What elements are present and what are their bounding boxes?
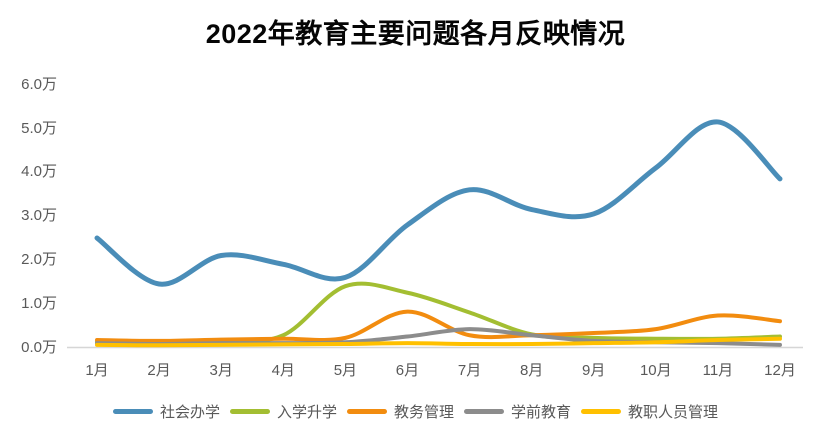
x-axis-tick-label: 3月 [209, 362, 233, 379]
x-axis-tick-label: 6月 [395, 362, 420, 379]
legend-label: 社会办学 [159, 404, 220, 421]
legend-swatch-icon [112, 409, 153, 414]
legend-item-3: 学前教育 [464, 401, 571, 422]
legend-item-2: 教务管理 [346, 401, 454, 422]
y-axis-tick-label: 6.0万 [21, 75, 57, 93]
y-axis-tick-label: 1.0万 [21, 294, 57, 312]
legend: 社会办学 入学升学 教务管理 学前教育 教职人员管理 [0, 401, 831, 422]
x-axis-tick-label: 8月 [519, 362, 544, 379]
x-axis-tick-label: 9月 [582, 362, 606, 379]
x-axis-tick-label: 10月 [639, 362, 672, 379]
legend-swatch-icon [346, 409, 387, 414]
legend-label: 教职人员管理 [628, 404, 719, 421]
y-axis-tick-label: 0.0万 [21, 338, 57, 356]
y-axis-tick-label: 4.0万 [21, 163, 57, 181]
x-axis-tick-label: 11月 [702, 362, 734, 379]
legend-swatch-icon [581, 409, 622, 414]
x-axis-tick-label: 2月 [147, 362, 171, 379]
legend-label: 学前教育 [511, 404, 572, 421]
series-line-2 [95, 309, 782, 343]
legend-item-0: 社会办学 [112, 401, 220, 422]
series-line-4 [95, 336, 782, 348]
x-axis-tick-label: 1月 [85, 362, 109, 379]
legend-item-4: 教职人员管理 [581, 401, 718, 422]
x-axis-tick-label: 7月 [457, 362, 482, 379]
chart-title: 2022年教育主要问题各月反映情况 [205, 19, 626, 49]
legend-swatch-icon [464, 409, 504, 414]
legend-label: 教务管理 [393, 404, 454, 421]
y-axis-tick-label: 3.0万 [21, 207, 57, 225]
y-axis-tick-label: 5.0万 [21, 119, 57, 137]
x-axis-tick-label: 12月 [764, 362, 796, 379]
x-axis-tick-label: 4月 [271, 362, 295, 379]
legend-swatch-icon [229, 409, 270, 414]
legend-label: 入学升学 [276, 404, 337, 421]
series-line-0 [94, 119, 783, 287]
y-axis-tick-label: 2.0万 [21, 250, 57, 268]
legend-item-1: 入学升学 [229, 401, 337, 422]
x-axis-tick-label: 5月 [333, 362, 358, 379]
